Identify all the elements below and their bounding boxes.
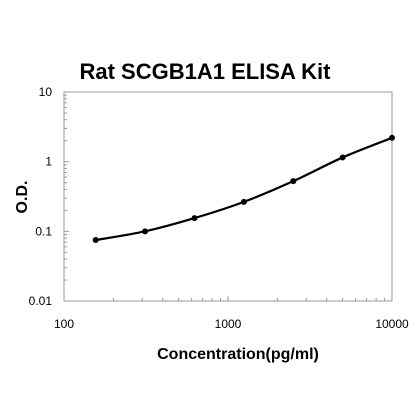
x-tick-label: 10000: [375, 317, 409, 331]
series-line: [95, 136, 393, 242]
data-series: [92, 134, 395, 244]
y-tick-label: 0.01: [29, 294, 53, 308]
data-point: [191, 215, 198, 222]
data-point: [339, 154, 346, 161]
data-point: [92, 237, 99, 244]
x-tick-label: 100: [54, 317, 74, 331]
y-tick-label: 10: [39, 85, 53, 99]
y-axis-label: O.D.: [14, 181, 31, 214]
data-point: [142, 228, 149, 235]
x-axis-label: Concentration(pg/ml): [157, 346, 319, 363]
data-point: [290, 178, 297, 185]
y-tick-label: 1: [45, 155, 52, 169]
axis-ticks: [63, 94, 385, 302]
y-tick-label: 0.1: [35, 224, 52, 238]
chart-title: Rat SCGB1A1 ELISA Kit: [79, 59, 331, 84]
plot-area-frame: [63, 91, 393, 302]
x-tick-label: 1000: [215, 317, 242, 331]
data-point: [240, 198, 247, 205]
data-point: [389, 134, 395, 141]
